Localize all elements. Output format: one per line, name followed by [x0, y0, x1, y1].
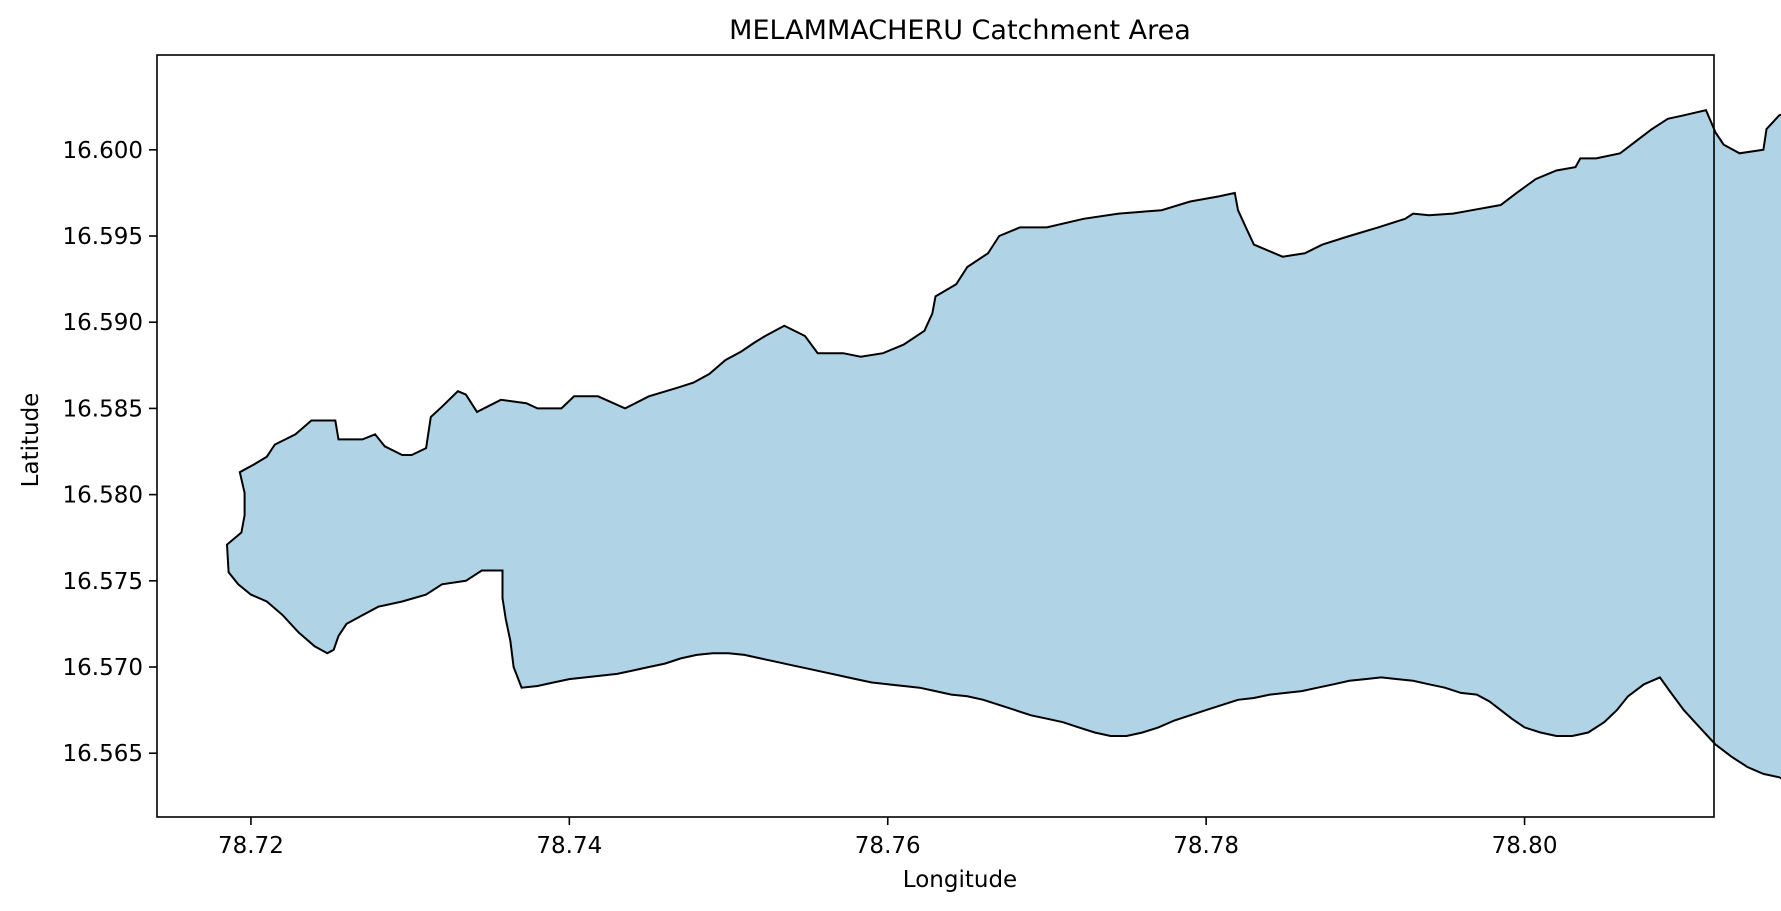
x-tick-label: 78.78 [1173, 833, 1239, 859]
x-tick-label: 78.76 [855, 833, 921, 859]
x-axis-ticks: 78.72 78.74 78.76 78.78 78.80 [218, 817, 1557, 859]
y-tick-label: 16.570 [63, 655, 143, 681]
y-tick-label: 16.600 [63, 138, 143, 164]
x-tick-label: 78.74 [536, 833, 602, 859]
y-tick-label: 16.595 [63, 224, 143, 250]
axes-frame [156, 54, 1715, 818]
y-axis-ticks: 16.565 16.570 16.575 16.580 16.585 16.590 16.5… [63, 138, 157, 767]
x-tick-label: 78.80 [1492, 833, 1558, 859]
x-axis-label: Longitude [903, 867, 1017, 893]
catchment-area-polygon [225, 109, 1781, 780]
chart-title: MELAMMACHERU Catchment Area [729, 15, 1191, 46]
y-tick-label: 16.575 [63, 569, 143, 595]
x-tick-label: 78.72 [218, 833, 284, 859]
catchment-layer [225, 109, 1781, 780]
y-tick-label: 16.580 [63, 483, 143, 509]
y-tick-label: 16.565 [63, 741, 143, 767]
y-axis-label: Latitude [18, 393, 44, 488]
plot-area [156, 54, 1781, 818]
y-tick-label: 16.590 [63, 310, 143, 336]
y-tick-label: 16.585 [63, 396, 143, 422]
